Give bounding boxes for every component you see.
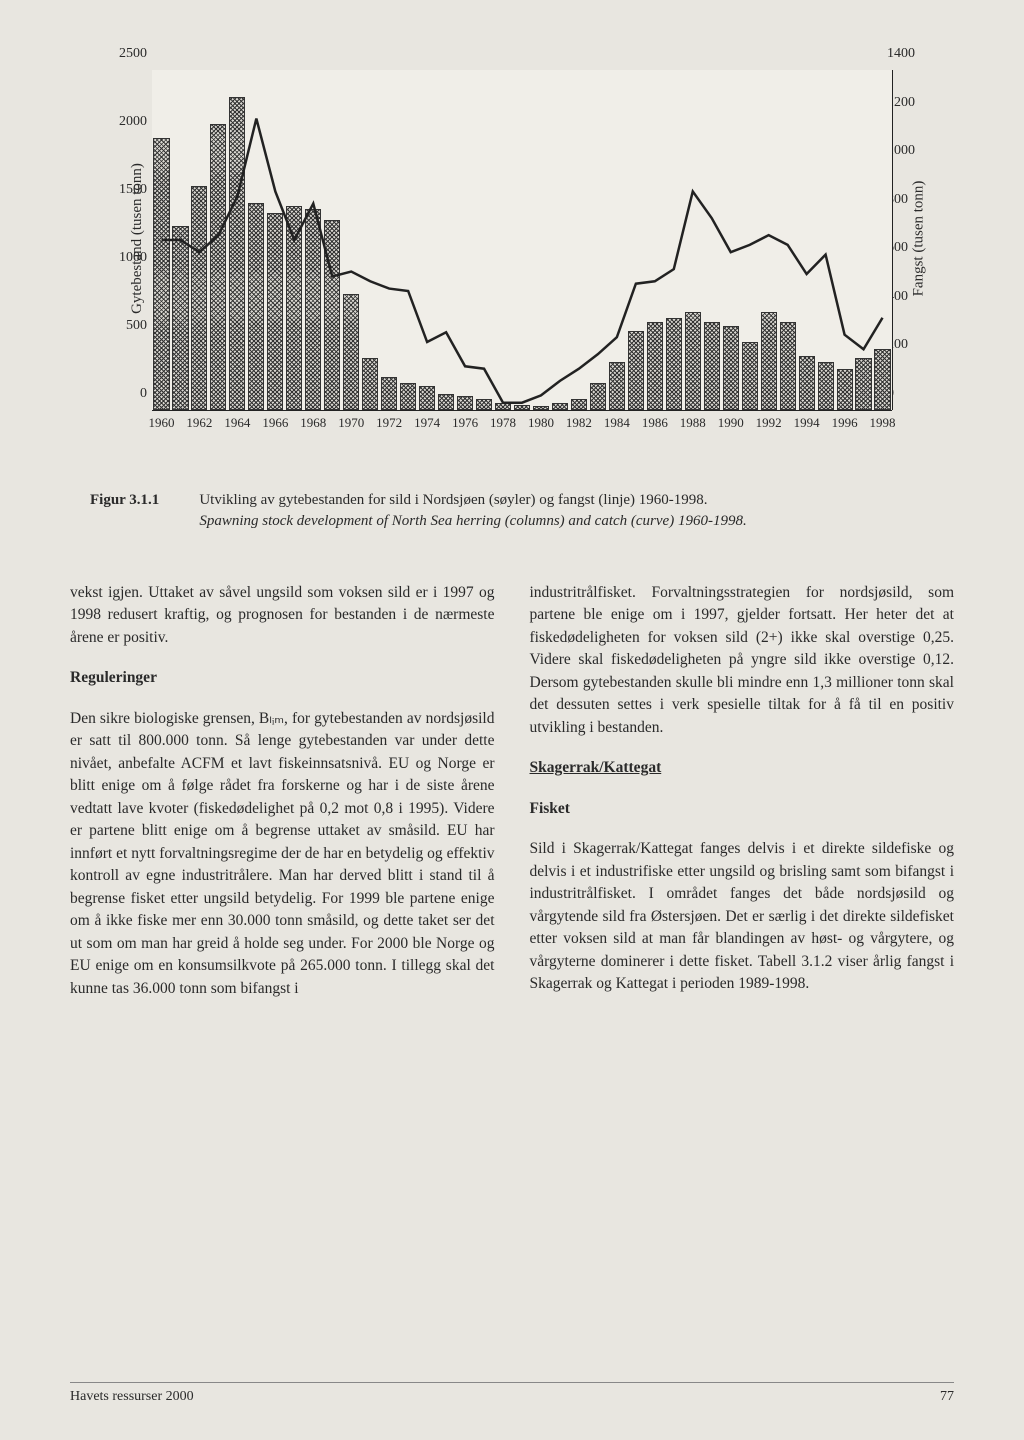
bar: [761, 312, 777, 410]
x-tick: 1988: [680, 415, 706, 431]
bar: [514, 405, 530, 410]
paragraph: Sild i Skagerrak/Kattegat fanges delvis …: [530, 838, 955, 995]
page-footer: Havets ressurser 2000 77: [70, 1382, 954, 1405]
x-tick: 1960: [148, 415, 174, 431]
body-columns: vekst igjen. Uttaket av såvel ungsild so…: [70, 582, 954, 1018]
footer-page-number: 77: [940, 1389, 954, 1405]
x-tick: 1962: [186, 415, 212, 431]
y-tick-left: 2500: [97, 46, 147, 62]
bar: [343, 294, 359, 410]
y-tick-left: 1500: [97, 182, 147, 198]
bar: [229, 97, 245, 410]
x-tick: 1974: [414, 415, 440, 431]
y-axis-left: 05001000150020002500: [92, 70, 152, 410]
bar: [874, 349, 890, 410]
y-tick-right: 1200: [887, 95, 937, 111]
y-tick-right: 800: [887, 192, 937, 208]
bar: [153, 138, 169, 410]
bar: [742, 342, 758, 410]
section-heading: Skagerrak/Kattegat: [530, 757, 955, 779]
caption-label: Figur 3.1.1: [90, 490, 159, 532]
figure-chart: Gytebestand (tusen tonn) Fangst (tusen t…: [82, 60, 942, 460]
x-tick: 1982: [566, 415, 592, 431]
x-axis: 1960196219641966196819701972197419761978…: [152, 415, 892, 435]
right-column: industritrålfisket. Forvaltningsstrategi…: [530, 582, 955, 1018]
x-tick: 1984: [604, 415, 630, 431]
y-tick-right: 600: [887, 240, 937, 256]
bar: [419, 386, 435, 410]
footer-left: Havets ressurser 2000: [70, 1389, 194, 1405]
bar: [533, 406, 549, 410]
bar: [286, 206, 302, 410]
x-tick: 1968: [300, 415, 326, 431]
y-tick-left: 1000: [97, 250, 147, 266]
bar: [381, 377, 397, 410]
y-tick-left: 500: [97, 318, 147, 334]
paragraph: industritrålfisket. Forvaltningsstrategi…: [530, 582, 955, 739]
bar: [723, 326, 739, 410]
bar: [210, 124, 226, 410]
x-tick: 1972: [376, 415, 402, 431]
x-tick: 1990: [718, 415, 744, 431]
bar: [647, 322, 663, 410]
bar: [855, 358, 871, 410]
bar: [818, 362, 834, 410]
bar: [172, 226, 188, 410]
bar: [438, 394, 454, 410]
bar: [267, 213, 283, 410]
paragraph: Den sikre biologiske grensen, Bₗᵢₘ, for …: [70, 708, 495, 1000]
paragraph: vekst igjen. Uttaket av såvel ungsild so…: [70, 582, 495, 649]
y-tick-right: 0: [887, 386, 937, 402]
bar: [305, 209, 321, 410]
bar: [248, 203, 264, 410]
x-tick: 1966: [262, 415, 288, 431]
bar: [476, 399, 492, 410]
x-tick: 1996: [832, 415, 858, 431]
x-tick: 1976: [452, 415, 478, 431]
bar: [552, 403, 568, 410]
y-tick-left: 2000: [97, 114, 147, 130]
x-tick: 1998: [870, 415, 896, 431]
bar: [362, 358, 378, 410]
bar: [495, 403, 511, 410]
x-tick: 1980: [528, 415, 554, 431]
figure-caption: Figur 3.1.1 Utvikling av gytebestanden f…: [90, 490, 934, 532]
bar: [590, 383, 606, 410]
x-tick: 1986: [642, 415, 668, 431]
left-column: vekst igjen. Uttaket av såvel ungsild so…: [70, 582, 495, 1018]
x-tick: 1964: [224, 415, 250, 431]
x-tick: 1970: [338, 415, 364, 431]
y-tick-right: 1000: [887, 143, 937, 159]
plot-area: [152, 70, 892, 410]
bar: [837, 369, 853, 410]
x-tick: 1992: [756, 415, 782, 431]
bar: [704, 322, 720, 410]
bar: [324, 220, 340, 410]
y-tick-right: 200: [887, 337, 937, 353]
bar: [571, 399, 587, 410]
x-tick: 1978: [490, 415, 516, 431]
section-heading: Reguleringer: [70, 667, 495, 689]
bar: [666, 318, 682, 410]
bar: [780, 322, 796, 410]
bar: [400, 383, 416, 410]
bar: [685, 312, 701, 410]
bar: [609, 362, 625, 410]
subsection-heading: Fisket: [530, 798, 955, 820]
caption-text: Utvikling av gytebestanden for sild i No…: [199, 490, 746, 532]
y-tick-right: 1400: [887, 46, 937, 62]
y-tick-left: 0: [97, 386, 147, 402]
bar: [191, 186, 207, 410]
x-tick: 1994: [794, 415, 820, 431]
bar: [457, 396, 473, 410]
bar: [799, 356, 815, 410]
y-tick-right: 400: [887, 289, 937, 305]
bar: [628, 331, 644, 410]
